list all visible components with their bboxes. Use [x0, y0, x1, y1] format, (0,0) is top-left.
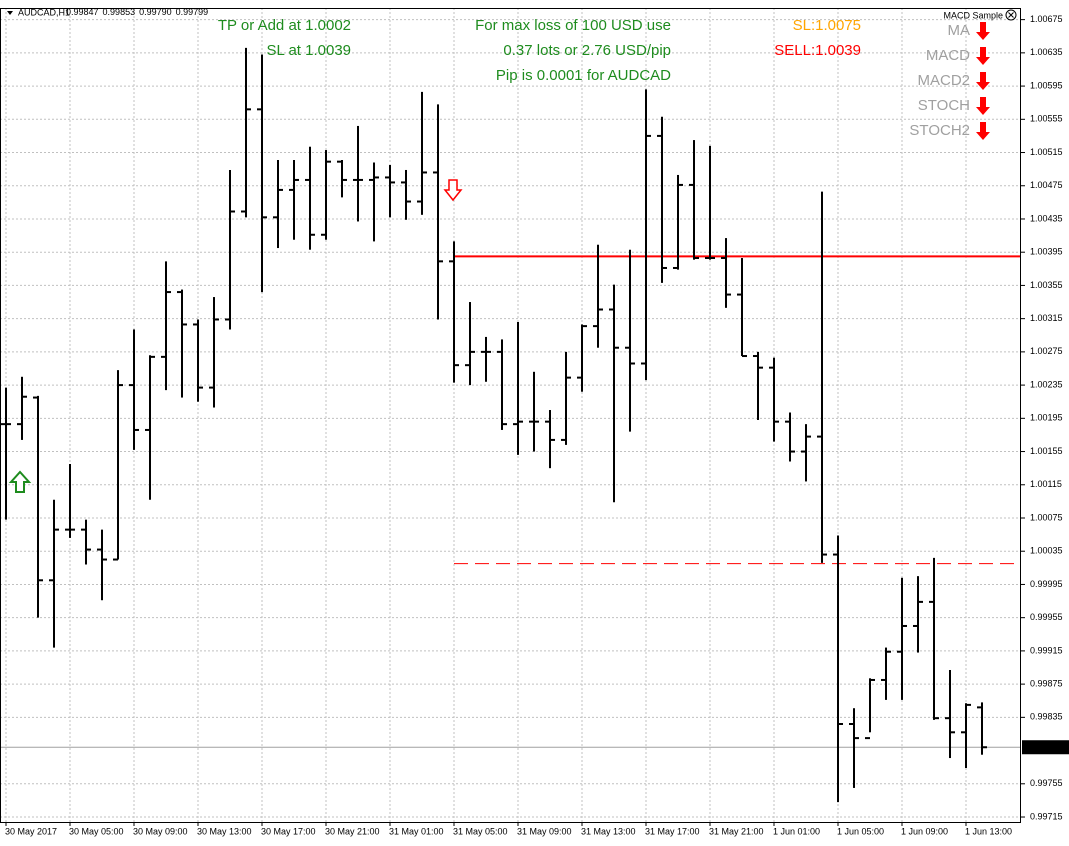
- x-tick-label: 1 Jun 01:00: [773, 826, 820, 836]
- y-tick-label: 0.99835: [1030, 712, 1063, 722]
- x-tick-label: 30 May 05:00: [69, 826, 124, 836]
- x-tick-label: 31 May 09:00: [517, 826, 572, 836]
- x-tick-label: 30 May 17:00: [261, 826, 316, 836]
- annotation: SL at 1.0039: [266, 42, 351, 59]
- indicator-close-icon: [1008, 12, 1014, 18]
- signal-arrow: [976, 22, 990, 40]
- indicator-label: MACD: [926, 47, 970, 64]
- y-tick-label: 1.00195: [1030, 413, 1063, 423]
- x-tick-label: 30 May 09:00: [133, 826, 188, 836]
- signal-arrow: [976, 97, 990, 115]
- annotation: For max loss of 100 USD use: [475, 17, 671, 34]
- x-tick-label: 31 May 21:00: [709, 826, 764, 836]
- signal-arrow: [976, 72, 990, 90]
- x-tick-label: 31 May 13:00: [581, 826, 636, 836]
- quote: 0.99847 0.99853 0.99790 0.99799: [66, 7, 208, 17]
- quote-value: 0.99853: [103, 7, 136, 17]
- last-price-label: 0.99799: [1030, 742, 1063, 752]
- y-tick-label: 1.00515: [1030, 147, 1063, 157]
- x-tick-label: 1 Jun 13:00: [965, 826, 1012, 836]
- x-tick-label: 31 May 17:00: [645, 826, 700, 836]
- sell-arrow: [443, 179, 463, 202]
- y-tick-label: 0.99955: [1030, 612, 1063, 622]
- indicator-panel: MA MACD MACD2 STOCH STOCH2: [909, 22, 990, 140]
- quote-value: 0.99799: [176, 7, 209, 17]
- last-price-box: [1022, 740, 1069, 755]
- y-tick-label: 0.99875: [1030, 678, 1063, 688]
- y-tick-label: 1.00115: [1030, 479, 1062, 489]
- x-tick-label: 31 May 01:00: [389, 826, 444, 836]
- x-tick-label: 30 May 21:00: [325, 826, 380, 836]
- grid: [0, 8, 1021, 822]
- x-tick-label: 1 Jun 05:00: [837, 826, 884, 836]
- quote-value: 0.99790: [139, 7, 172, 17]
- y-tick-label: 1.00635: [1030, 47, 1063, 57]
- indicator-close-icon[interactable]: [1005, 9, 1017, 21]
- y-tick-label: 1.00435: [1030, 213, 1063, 223]
- indicator-label: MA: [948, 22, 971, 39]
- y-tick-label: 1.00275: [1030, 346, 1063, 356]
- plot-frame: [0, 8, 1021, 823]
- indicator-label: STOCH2: [909, 122, 970, 139]
- symbol-menu-icon: [7, 11, 13, 15]
- signal-arrow: [976, 47, 990, 65]
- annotation: SELL:1.0039: [774, 42, 861, 59]
- y-tick-label: 0.99915: [1030, 645, 1063, 655]
- indicator-title: MACD Sample: [943, 10, 1003, 20]
- y-tick-label: 1.00075: [1030, 512, 1063, 522]
- indicator-label: STOCH: [918, 97, 970, 114]
- x-tick-label: 30 May 2017: [5, 826, 57, 836]
- y-tick-label: 1.00395: [1030, 247, 1063, 257]
- y-tick-label: 1.00355: [1030, 280, 1063, 290]
- x-tick-label: 30 May 13:00: [197, 826, 252, 836]
- indicator-label: MACD2: [917, 72, 970, 89]
- y-tick-label: 1.00675: [1030, 14, 1063, 24]
- y-tick-label: 0.99995: [1030, 579, 1063, 589]
- y-tick-label: 0.99755: [1030, 778, 1063, 788]
- y-tick-label: 1.00315: [1030, 313, 1063, 323]
- annotation: TP or Add at 1.0002: [218, 17, 351, 34]
- annotation: Pip is 0.0001 for AUDCAD: [496, 67, 671, 84]
- y-tick-label: 1.00155: [1030, 446, 1063, 456]
- y-tick-label: 0.99715: [1030, 811, 1063, 821]
- annotation: SL:1.0075: [793, 17, 861, 34]
- annotation: 0.37 lots or 2.76 USD/pip: [503, 42, 671, 59]
- y-tick-label: 1.00035: [1030, 546, 1063, 556]
- y-tick-label: 1.00555: [1030, 114, 1063, 124]
- y-tick-label: 1.00475: [1030, 180, 1063, 190]
- x-tick-label: 1 Jun 09:00: [901, 826, 948, 836]
- bars: [1, 47, 987, 803]
- quote-value: 0.99847: [66, 7, 99, 17]
- chart-title: AUDCAD,H1: [18, 7, 70, 17]
- y-tick-label: 1.00235: [1030, 379, 1063, 389]
- x-tick-label: 31 May 05:00: [453, 826, 508, 836]
- signal-arrow: [976, 122, 990, 140]
- y-tick-label: 1.00595: [1030, 80, 1063, 90]
- buy-arrow: [8, 470, 32, 493]
